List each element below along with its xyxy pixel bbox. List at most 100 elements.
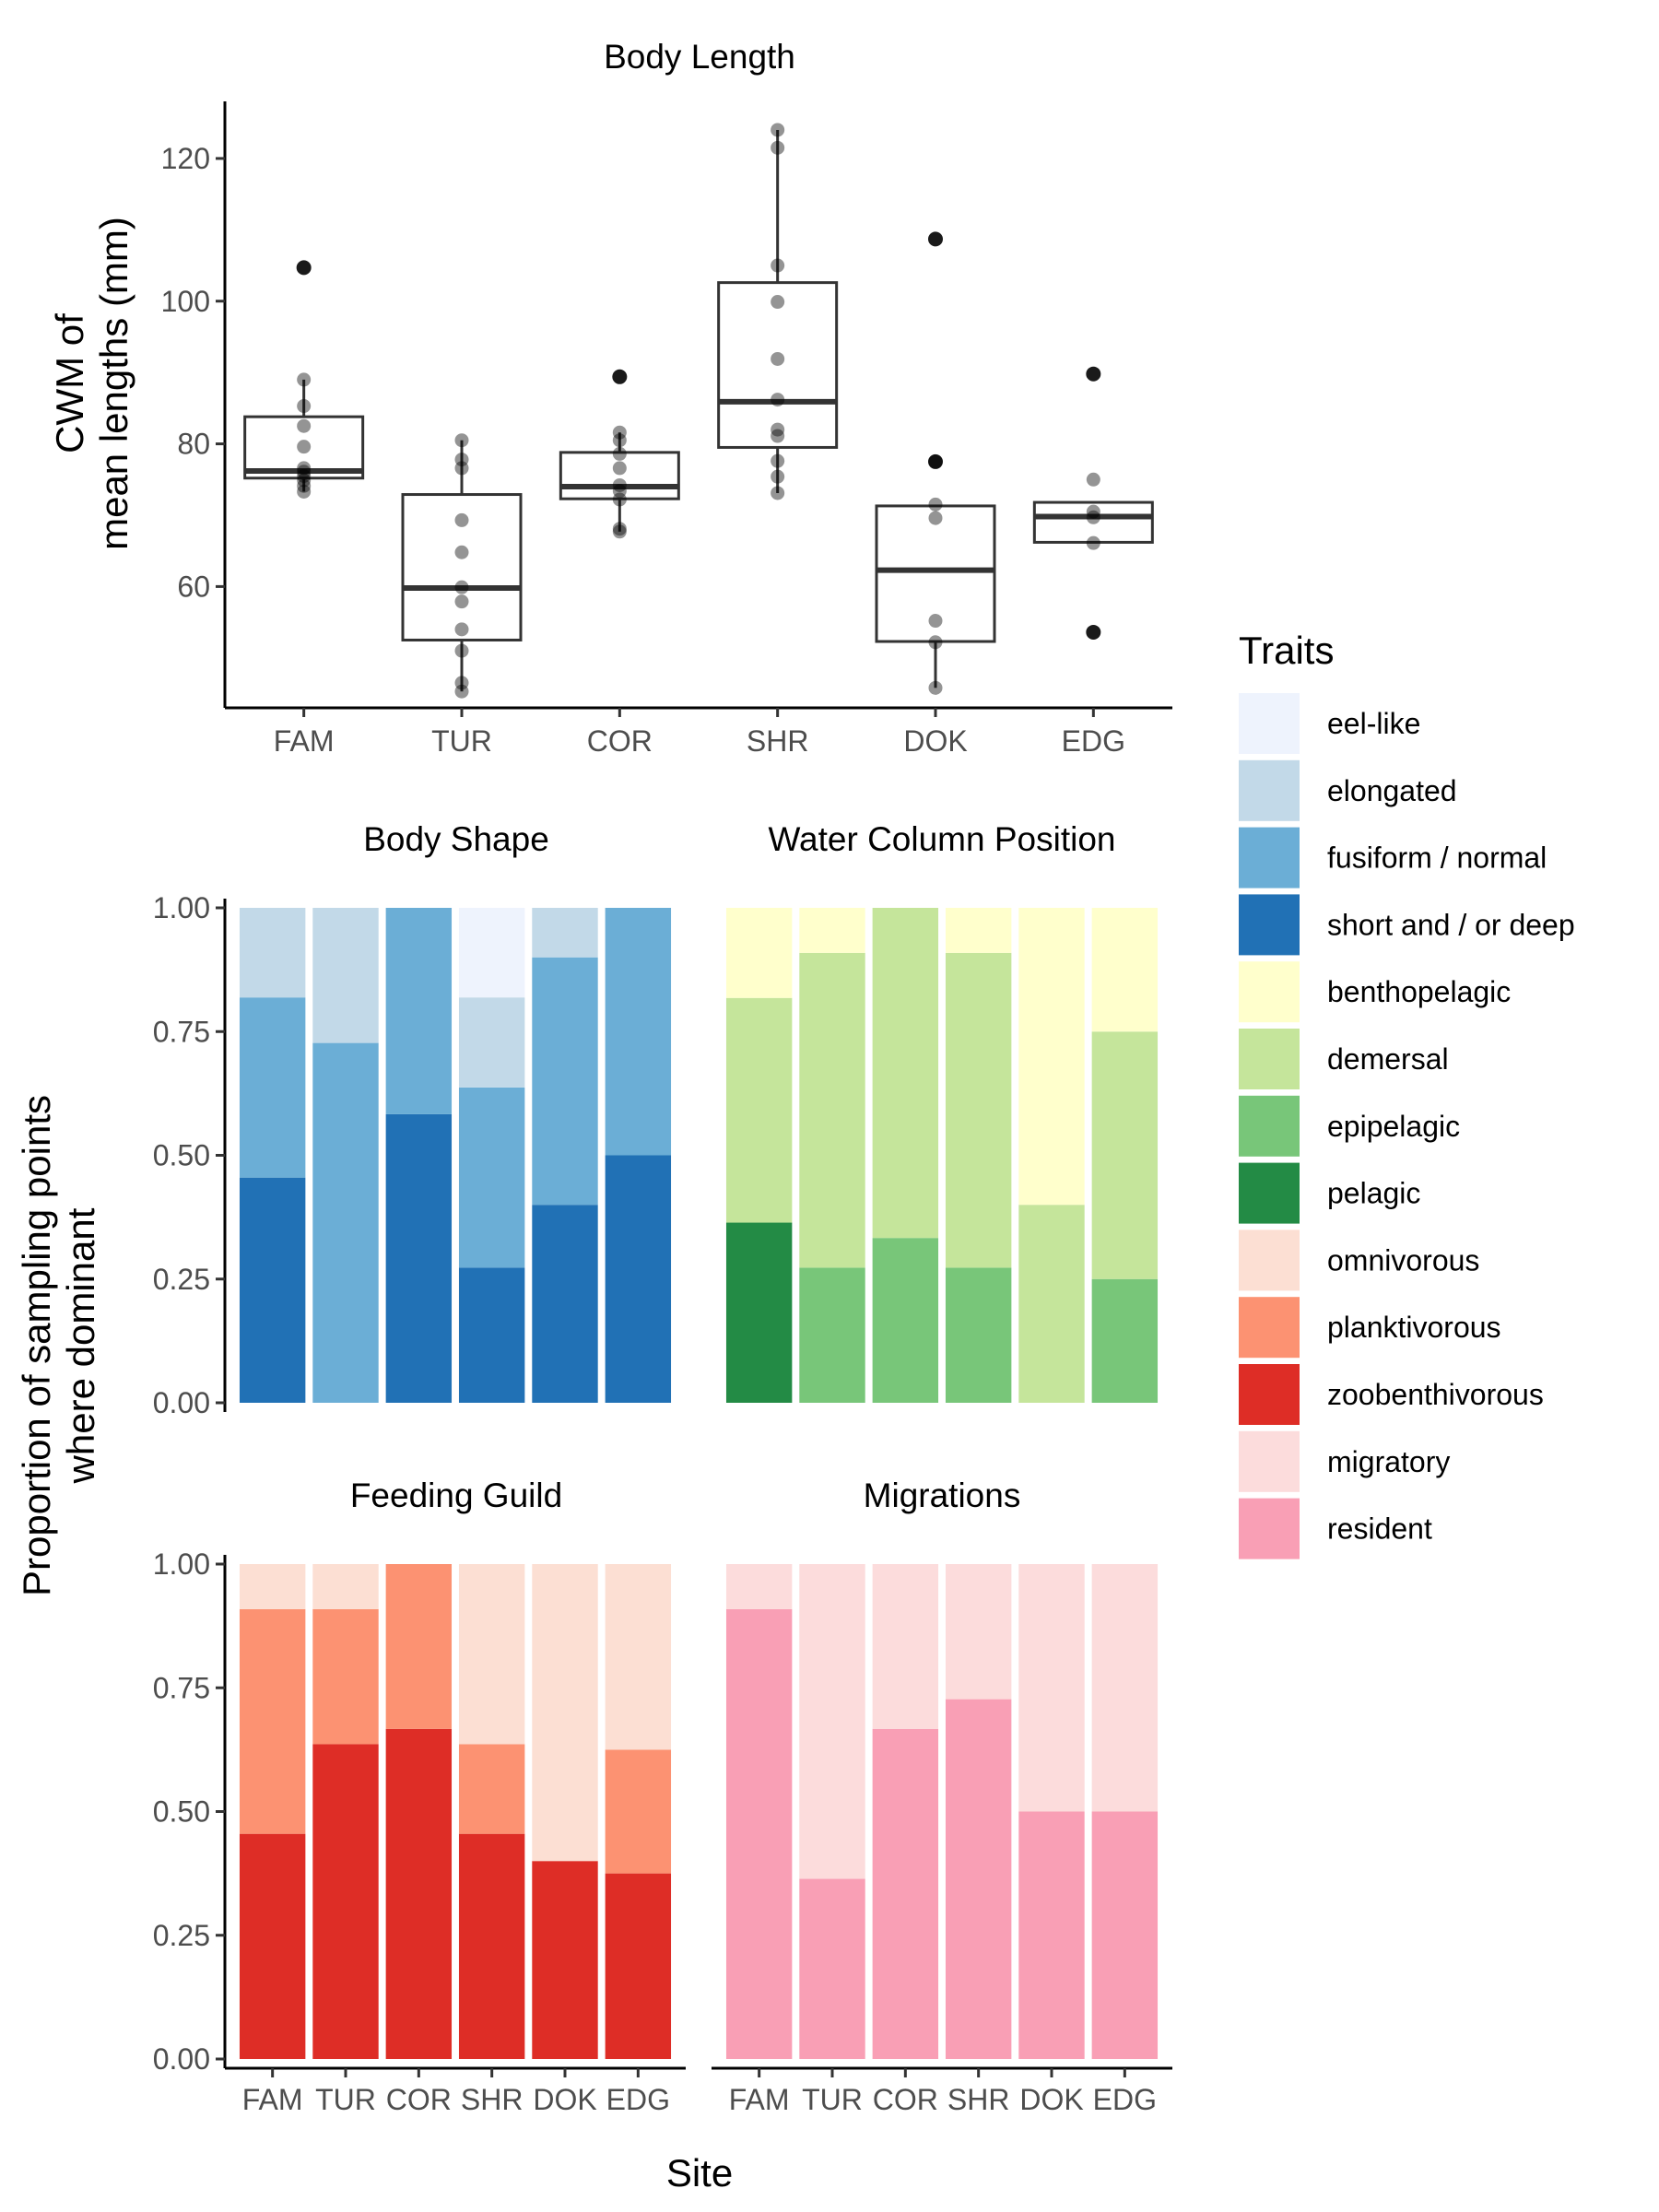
bar-dok-omnivorous bbox=[532, 1564, 598, 1862]
outlier-point-edg bbox=[1086, 366, 1101, 382]
legend-label-zoobenthivorous: zoobenthivorous bbox=[1327, 1378, 1544, 1411]
x-tick-label: DOK bbox=[903, 724, 967, 758]
x-tick-label: FAM bbox=[242, 2083, 303, 2116]
axis-title-line: mean lengths (mm) bbox=[92, 217, 135, 550]
data-point-shr bbox=[771, 429, 785, 443]
site-x-axis-title: Site bbox=[666, 2151, 733, 2194]
legend-key-demersal bbox=[1239, 1029, 1300, 1089]
bar-shr-demersal bbox=[945, 952, 1012, 1268]
y-tick-label: 1.00 bbox=[153, 1547, 210, 1581]
data-point-fam bbox=[297, 372, 312, 387]
data-point-tur bbox=[454, 594, 469, 609]
bar-edg-epipelagic bbox=[1091, 1278, 1159, 1403]
y-tick-label: 60 bbox=[177, 570, 210, 603]
data-point-tur bbox=[454, 461, 469, 476]
bar-shr-migratory bbox=[945, 1564, 1012, 1700]
proportion-y-axis-title: Proportion of sampling pointswhere domin… bbox=[15, 1095, 102, 1596]
bar-fam-resident bbox=[725, 1608, 793, 2059]
data-point-cor bbox=[612, 522, 627, 536]
bar-fam-short-and-or-deep bbox=[239, 1177, 306, 1403]
data-point-shr bbox=[771, 469, 785, 484]
legend-label-epipelagic: epipelagic bbox=[1327, 1110, 1460, 1143]
feeding-guild-title: Feeding Guild bbox=[350, 1477, 562, 1514]
data-point-fam bbox=[297, 440, 312, 454]
body-length-plot: 60 80 100 120 FAM TUR COR SHR DOK EDG bbox=[161, 101, 1172, 758]
x-tick-label: EDG bbox=[1093, 2083, 1157, 2116]
data-point-fam bbox=[297, 418, 312, 433]
bar-cor-fusiform-normal bbox=[385, 908, 453, 1114]
box-shr bbox=[717, 281, 839, 449]
legend-key-pelagic bbox=[1239, 1162, 1300, 1224]
y-tick-label: 0.25 bbox=[153, 1919, 210, 1952]
data-point-fam bbox=[297, 465, 312, 479]
data-point-tur bbox=[454, 512, 469, 527]
migrations-plot: FAM TUR COR SHR DOK EDG bbox=[712, 1564, 1172, 2116]
data-point-dok bbox=[928, 614, 943, 629]
x-tick-label: SHR bbox=[947, 2083, 1010, 2116]
legend-label-elongated: elongated bbox=[1327, 774, 1457, 807]
bar-shr-zoobenthivorous bbox=[458, 1833, 525, 2059]
x-tick-label: EDG bbox=[1062, 724, 1125, 758]
bar-fam-zoobenthivorous bbox=[239, 1833, 306, 2059]
data-point-edg bbox=[1086, 472, 1100, 487]
box-dok bbox=[875, 504, 996, 643]
data-point-edg bbox=[1086, 535, 1100, 550]
data-point-cor bbox=[612, 477, 627, 492]
data-point-fam bbox=[297, 399, 312, 414]
data-point-tur bbox=[454, 684, 469, 699]
data-point-fam bbox=[297, 478, 312, 493]
x-tick-label: TUR bbox=[315, 2083, 376, 2116]
data-point-tur bbox=[454, 433, 469, 448]
data-point-cor bbox=[612, 446, 627, 461]
bar-edg-benthopelagic bbox=[1091, 908, 1159, 1032]
bar-tur-omnivorous bbox=[312, 1564, 379, 1609]
data-point-shr bbox=[771, 486, 785, 500]
data-point-cor bbox=[612, 425, 627, 440]
x-tick-label: FAM bbox=[274, 724, 335, 758]
legend-label-planktivorous: planktivorous bbox=[1327, 1311, 1501, 1344]
data-point-fam bbox=[297, 461, 312, 476]
bar-tur-zoobenthivorous bbox=[312, 1744, 379, 2059]
y-tick-label: 80 bbox=[177, 428, 210, 461]
legend-label-short-and-or-deep: short and / or deep bbox=[1327, 908, 1575, 941]
y-tick-label: 0.00 bbox=[153, 1386, 210, 1419]
legend-label-fusiform-normal: fusiform / normal bbox=[1327, 841, 1547, 875]
bar-fam-omnivorous bbox=[239, 1564, 306, 1609]
bar-edg-omnivorous bbox=[605, 1564, 672, 1750]
bar-tur-migratory bbox=[799, 1564, 865, 1879]
data-point-dok bbox=[928, 454, 943, 469]
bar-cor-epipelagic bbox=[872, 1238, 939, 1403]
axis-title-line: CWM of bbox=[48, 313, 91, 453]
legend-label-omnivorous: omnivorous bbox=[1327, 1243, 1479, 1277]
bar-edg-resident bbox=[1091, 1811, 1159, 2059]
legend-label-benthopelagic: benthopelagic bbox=[1327, 975, 1511, 1008]
bar-shr-epipelagic bbox=[945, 1267, 1012, 1403]
x-tick-label: COR bbox=[386, 2083, 452, 2116]
migrations-title: Migrations bbox=[864, 1477, 1021, 1514]
data-point-cor bbox=[612, 461, 627, 476]
bar-fam-elongated bbox=[239, 908, 306, 998]
bar-cor-demersal bbox=[872, 908, 939, 1239]
bar-cor-migratory bbox=[872, 1564, 939, 1729]
bar-tur-fusiform-normal bbox=[312, 1042, 379, 1403]
legend-key-zoobenthivorous bbox=[1239, 1364, 1300, 1425]
legend-key-omnivorous bbox=[1239, 1230, 1300, 1291]
box-fam bbox=[243, 415, 365, 480]
outlier-point-edg bbox=[1086, 624, 1101, 640]
bar-fam-benthopelagic bbox=[725, 908, 793, 998]
bar-cor-zoobenthivorous bbox=[385, 1728, 453, 2059]
outlier-point-cor bbox=[612, 369, 628, 384]
data-point-cor bbox=[612, 492, 627, 507]
bar-edg-demersal bbox=[1091, 1031, 1159, 1279]
legend-key-planktivorous bbox=[1239, 1297, 1300, 1359]
bar-fam-planktivorous bbox=[239, 1608, 306, 1834]
bar-tur-epipelagic bbox=[799, 1267, 865, 1403]
y-tick-label: 120 bbox=[161, 142, 210, 175]
bar-tur-benthopelagic bbox=[799, 908, 865, 953]
data-point-tur bbox=[454, 676, 469, 690]
x-tick-label: TUR bbox=[802, 2083, 863, 2116]
bar-edg-fusiform-normal bbox=[605, 908, 672, 1156]
x-tick-label: FAM bbox=[729, 2083, 790, 2116]
x-tick-label: SHR bbox=[461, 2083, 524, 2116]
data-point-edg bbox=[1086, 504, 1100, 519]
